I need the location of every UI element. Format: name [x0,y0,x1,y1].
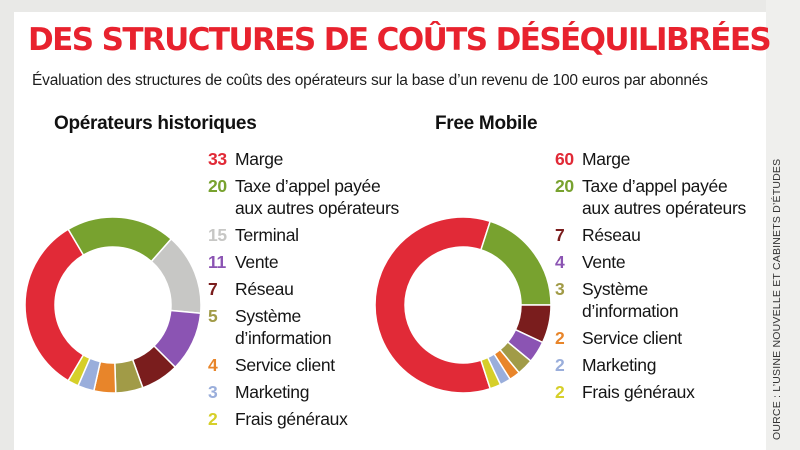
legend-label: Vente [235,252,279,272]
legend-label: Réseau [235,279,294,299]
legend-value: 60 [555,149,574,169]
legend-value: 2 [208,409,218,429]
legend-item-terminal: 15 Terminal [208,224,399,246]
legend-label: Marge [582,149,631,169]
legend-label: Vente [582,252,626,272]
legend-value: 7 [555,225,565,245]
chart-title-historiques: Opérateurs historiques [54,113,257,134]
slice-frais-generaux [479,356,502,390]
slice-marge [24,228,85,382]
legend-label: Taxe d’appel payée aux autres opérateurs [582,176,746,218]
legend-value: 3 [208,382,218,402]
legend-item-systeme-d-information: 5 Système d’information [208,305,399,349]
legend-value: 11 [208,252,226,272]
legend-value: 7 [208,279,218,299]
legend-item-taxe-d-appel-payee-aux-autres-operateurs: 20 Taxe d’appel payée aux autres opérateu… [208,175,399,219]
legend-item-service-client: 4 Service client [208,354,399,376]
slice-taxe-d-appel-payee-aux-autres-operateurs [67,216,173,263]
legend-label: Service client [235,355,335,375]
legend-item-marge: 33 Marge [208,148,399,170]
legend-item-taxe-d-appel-payee-aux-autres-operateurs: 20 Taxe d’appel payée aux autres opérateu… [555,175,746,219]
legend-value: 20 [555,176,574,196]
legend-item-systeme-d-information: 3 Système d’information [555,278,746,322]
legend-item-frais-generaux: 2 Frais généraux [208,408,399,430]
legend-label: Frais généraux [582,382,695,402]
legend-value: 5 [208,306,218,326]
legend-label: Marge [235,149,284,169]
source-note: OURCE : L’USINE NOUVELLE ET CABINETS D’É… [771,158,783,440]
legend-value: 2 [555,382,565,402]
page-title: DES STRUCTURES DE COÛTS DÉSÉQUILIBRÉES [28,22,772,58]
legend-item-vente: 11 Vente [208,251,399,273]
legend-item-service-client: 2 Service client [555,327,746,349]
legend-item-reseau: 7 Réseau [208,278,399,300]
legend-value: 4 [208,355,218,375]
legend-free-mobile: 60 Marge 20 Taxe d’appel payée aux autres o… [555,148,746,408]
legend-label: Terminal [235,225,299,245]
legend-label: Réseau [582,225,641,245]
legend-label: Service client [582,328,682,348]
chart-title-free-mobile: Free Mobile [435,113,538,134]
slice-frais-generaux [67,353,91,387]
legend-item-marge: 60 Marge [555,148,746,170]
legend-item-reseau: 7 Réseau [555,224,746,246]
legend-label: Marketing [582,355,657,375]
legend-value: 2 [555,355,565,375]
legend-value: 15 [208,225,227,245]
legend-value: 4 [555,252,565,272]
legend-item-vente: 4 Vente [555,251,746,273]
legend-value: 33 [208,149,227,169]
page-edge [766,0,800,450]
legend-label: Frais généraux [235,409,348,429]
legend-label: Marketing [235,382,310,402]
legend-value: 2 [555,328,565,348]
donut-chart-free-mobile [374,216,552,394]
legend-item-marketing: 3 Marketing [208,381,399,403]
legend-label: Taxe d’appel payée aux autres opérateurs [235,176,399,218]
legend-historiques: 33 Marge 20 Taxe d’appel payée aux autres o… [208,148,399,435]
slice-taxe-d-appel-payee-aux-autres-operateurs [479,220,552,306]
legend-label: Système d’information [235,306,332,348]
slice-marge [374,216,492,394]
legend-label: Système d’information [582,279,679,321]
donut-chart-historiques [24,216,202,394]
legend-value: 20 [208,176,227,196]
legend-value: 3 [555,279,565,299]
legend-item-marketing: 2 Marketing [555,354,746,376]
page-subtitle: Évaluation des structures de coûts des o… [32,72,708,89]
legend-item-frais-generaux: 2 Frais généraux [555,381,746,403]
